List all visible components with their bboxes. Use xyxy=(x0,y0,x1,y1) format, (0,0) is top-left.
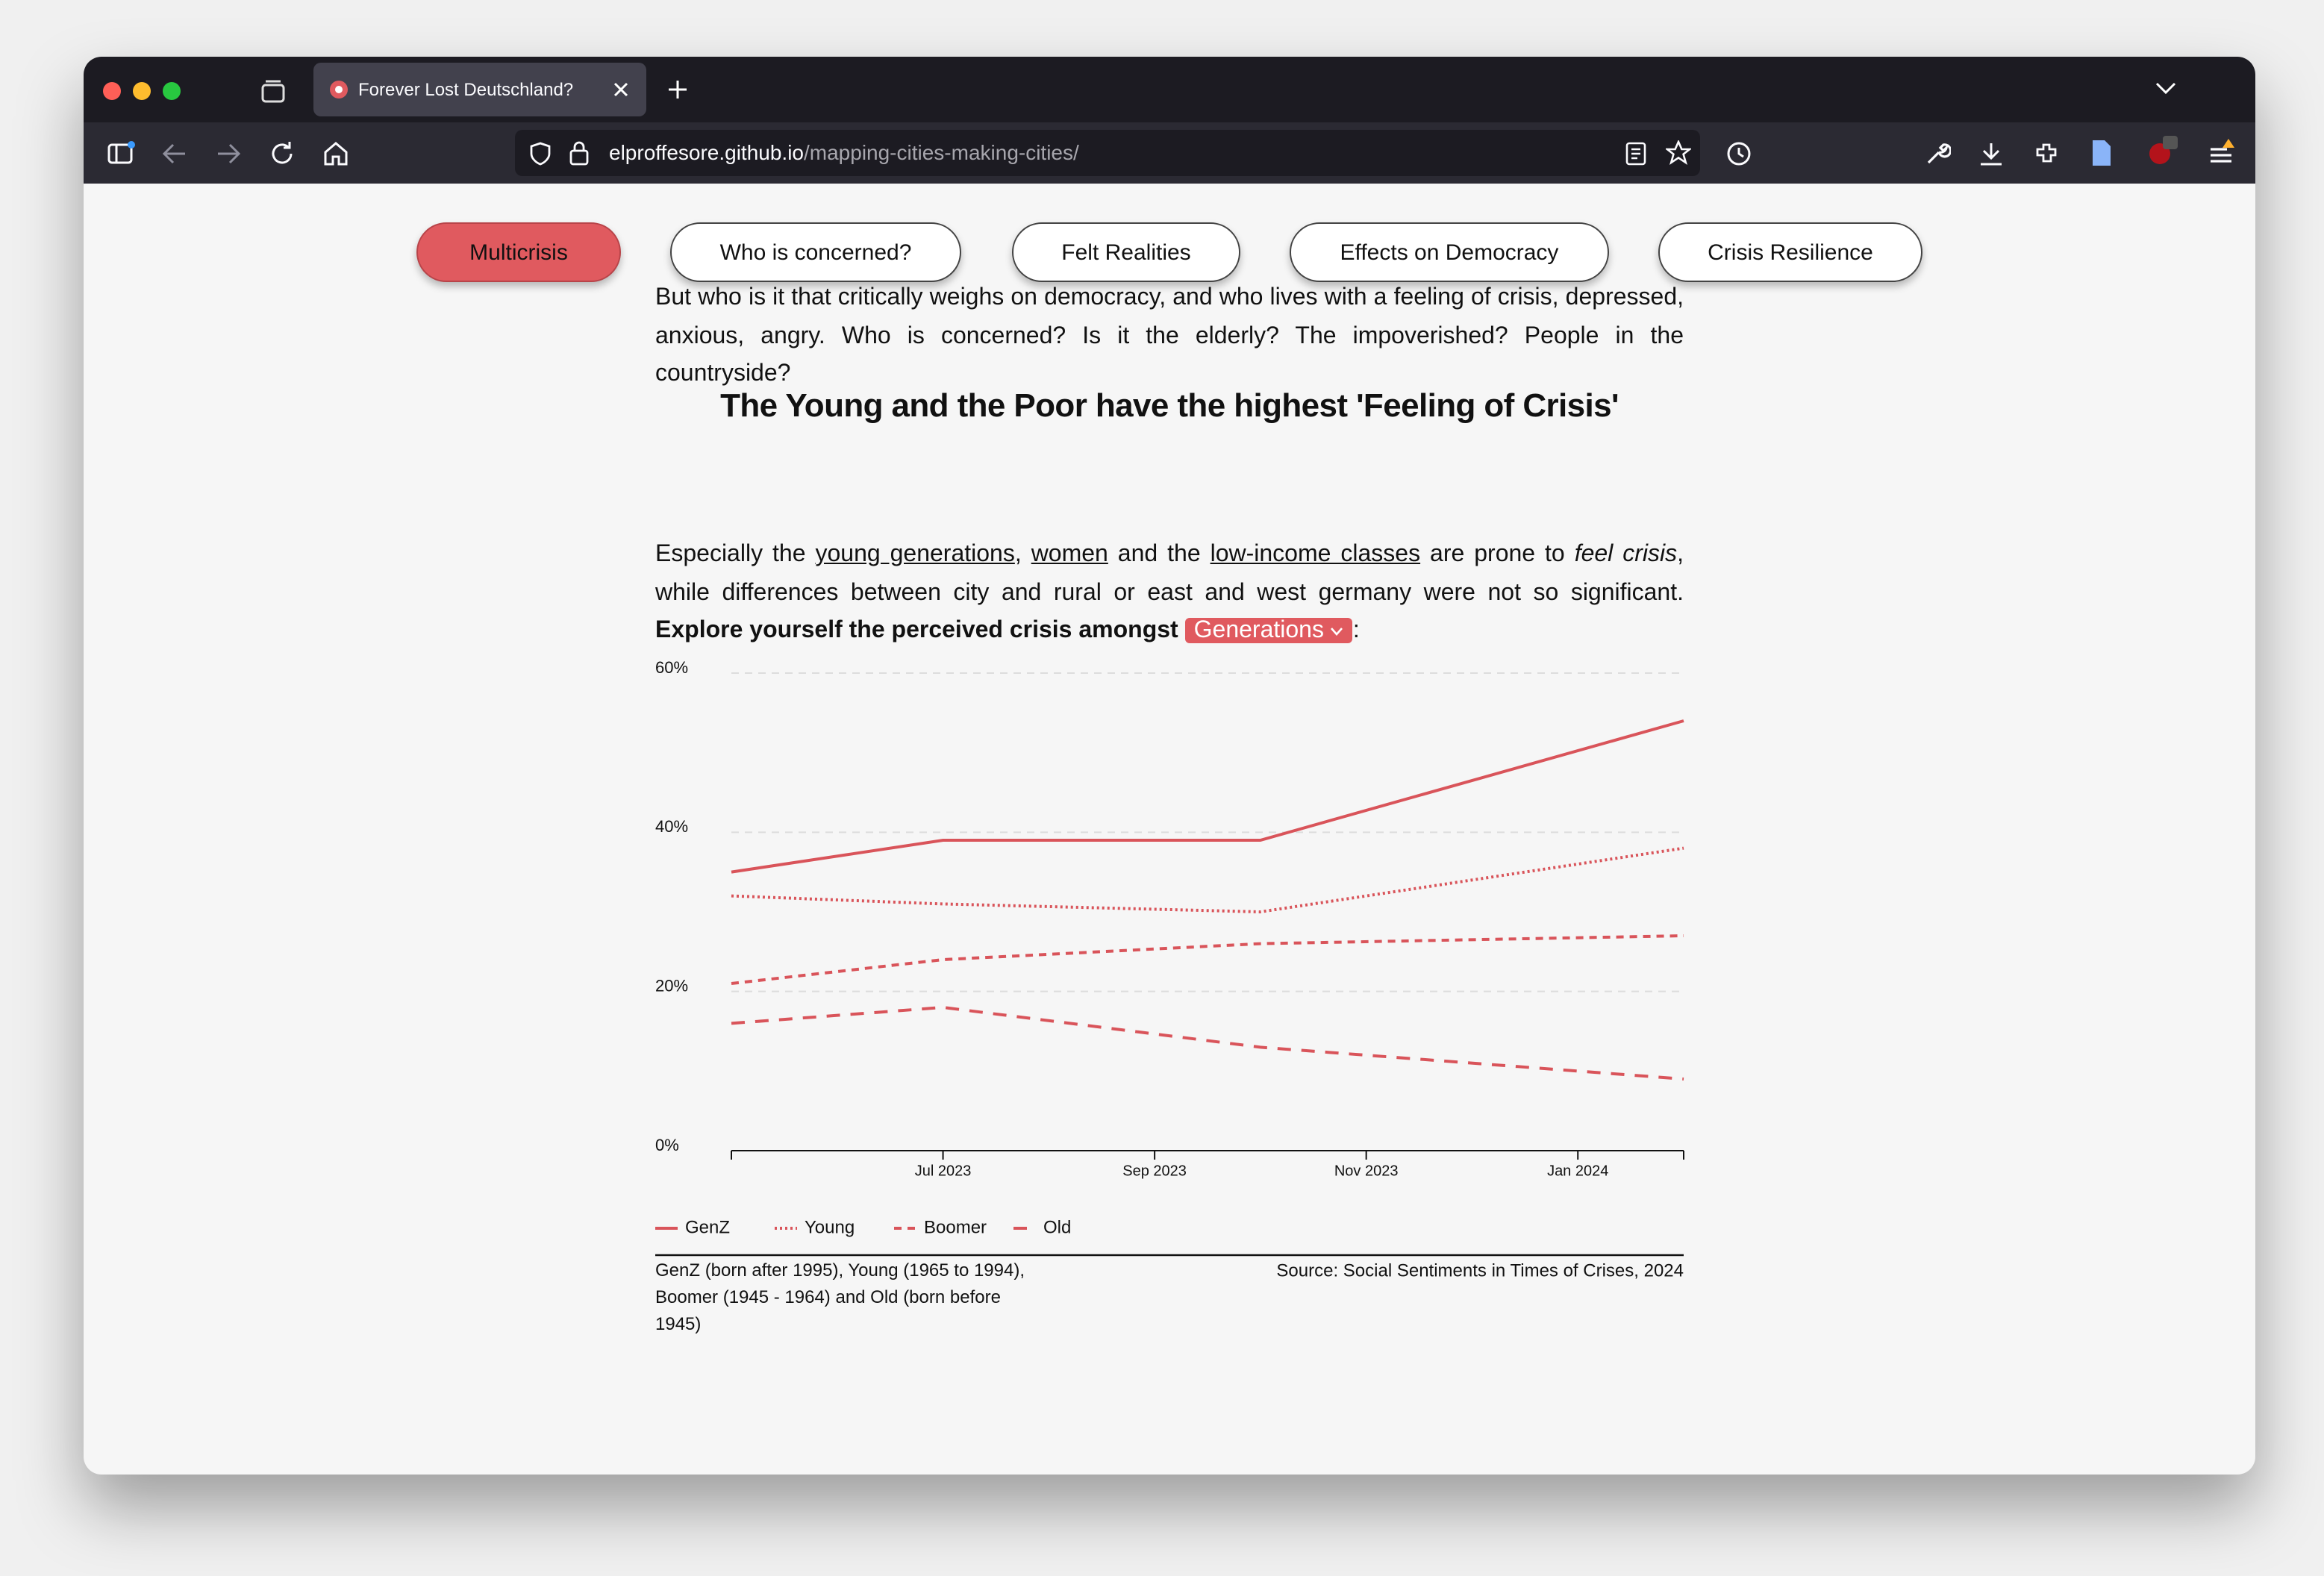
url-path: /mapping-cities-making-cities/ xyxy=(804,140,1079,164)
paragraph-text: Especially the young generations, women … xyxy=(655,542,1684,605)
x-tick-label: Nov 2023 xyxy=(1334,1163,1399,1179)
nav-button[interactable]: Effects on Democracy xyxy=(1290,222,1609,282)
active-tab[interactable]: Forever Lost Deutschland? xyxy=(313,63,646,116)
x-tick-label: Jan 2024 xyxy=(1547,1163,1608,1179)
tab-list[interactable] xyxy=(2155,81,2176,96)
tab-bar: Forever Lost Deutschland? xyxy=(84,57,2255,122)
intro-paragraph: But who is it that critically weighs on … xyxy=(655,285,1684,387)
sidebar-button[interactable] xyxy=(107,140,137,167)
section-heading: The Young and the Poor have the highest … xyxy=(720,387,1619,424)
legend-label: GenZ xyxy=(685,1217,730,1237)
dropdown-chevron xyxy=(1331,628,1343,636)
note-line: Boomer (1945 - 1964) and Old (born befor… xyxy=(655,1287,1001,1307)
favicon xyxy=(330,81,348,98)
reload-button[interactable] xyxy=(269,140,296,167)
nav-button[interactable]: Who is concerned? xyxy=(670,222,961,282)
paragraph-part: and the xyxy=(1108,542,1211,567)
dropdown-label: Generations xyxy=(1193,618,1324,643)
text-link[interactable]: women xyxy=(1031,542,1108,567)
history-button[interactable] xyxy=(1725,140,1752,167)
extensions-button[interactable] xyxy=(2033,140,2060,167)
chart-source: Source: Social Sentiments in Times of Cr… xyxy=(1276,1260,1684,1280)
text-link[interactable]: low-income classes xyxy=(1210,542,1421,567)
text-link[interactable]: young generations xyxy=(815,542,1015,567)
x-tick-label: Sep 2023 xyxy=(1122,1163,1187,1179)
legend-label: Young xyxy=(805,1217,855,1237)
series-line xyxy=(731,846,1684,914)
paragraph-part: , xyxy=(1014,542,1031,567)
page-content: But who is it that critically weighs on … xyxy=(84,184,2255,1475)
url: elproffesore.github.io/mapping-cities-ma… xyxy=(609,140,1079,164)
chart-note: GenZ (born after 1995), Young (1965 to 1… xyxy=(655,1260,1025,1334)
y-tick-label: 20% xyxy=(655,976,688,995)
legend-label: Old xyxy=(1043,1217,1071,1237)
tab-overview[interactable] xyxy=(260,78,287,104)
nav-button[interactable]: Crisis Resilience xyxy=(1658,222,1922,282)
series-line xyxy=(731,1005,1684,1081)
group-dropdown[interactable]: Generations xyxy=(1184,618,1353,643)
paragraph-part: Especially the xyxy=(655,542,816,567)
home-button[interactable] xyxy=(322,140,349,167)
menu-button[interactable] xyxy=(2208,137,2237,167)
nav-button[interactable]: Felt Realities xyxy=(1012,222,1240,282)
close-tab[interactable] xyxy=(612,81,630,98)
body-paragraph: Especially the young generations, women … xyxy=(655,536,1684,650)
tools-button[interactable] xyxy=(1924,140,1951,167)
browser-window: Forever Lost Deutschland? elproffesore.g… xyxy=(84,57,2255,1475)
nav-button[interactable]: Multicrisis xyxy=(416,222,621,282)
back-button[interactable] xyxy=(161,142,188,166)
minimize-window[interactable] xyxy=(133,82,151,100)
downloads-button[interactable] xyxy=(1978,140,2005,167)
x-tick-label: Jul 2023 xyxy=(915,1163,972,1179)
url-bar[interactable]: elproffesore.github.io/mapping-cities-ma… xyxy=(515,130,1700,176)
y-tick-label: 40% xyxy=(655,817,688,836)
lock-icon[interactable] xyxy=(569,140,590,166)
forward-button[interactable] xyxy=(215,142,242,166)
new-tab[interactable] xyxy=(667,79,688,100)
series-line xyxy=(731,934,1684,985)
reader-view[interactable] xyxy=(1625,142,1646,166)
prompt-end: : xyxy=(1352,618,1360,643)
close-window[interactable] xyxy=(103,82,121,100)
y-tick-label: 0% xyxy=(655,1136,679,1154)
note-line: 1945) xyxy=(655,1314,701,1334)
y-tick-label: 60% xyxy=(655,658,688,677)
toolbar: elproffesore.github.io/mapping-cities-ma… xyxy=(84,122,2255,184)
series-line xyxy=(731,719,1684,874)
tracking-shield[interactable] xyxy=(528,142,552,166)
url-host: elproffesore.github.io xyxy=(609,140,804,164)
tab-title: Forever Lost Deutschland? xyxy=(358,79,574,100)
zoom-window[interactable] xyxy=(163,82,181,100)
document-extension[interactable] xyxy=(2090,139,2114,167)
paragraph-part: are prone to xyxy=(1420,542,1575,567)
legend-label: Boomer xyxy=(924,1217,987,1237)
paragraph-part: , while differences between city and rur… xyxy=(655,542,1684,605)
addon-badge[interactable] xyxy=(2146,134,2179,167)
explore-prompt: Explore yourself the perceived crisis am… xyxy=(655,618,1178,643)
paragraph-part: feel crisis xyxy=(1574,542,1678,567)
note-line: GenZ (born after 1995), Young (1965 to 1… xyxy=(655,1260,1025,1280)
bookmark-star[interactable] xyxy=(1666,140,1691,166)
